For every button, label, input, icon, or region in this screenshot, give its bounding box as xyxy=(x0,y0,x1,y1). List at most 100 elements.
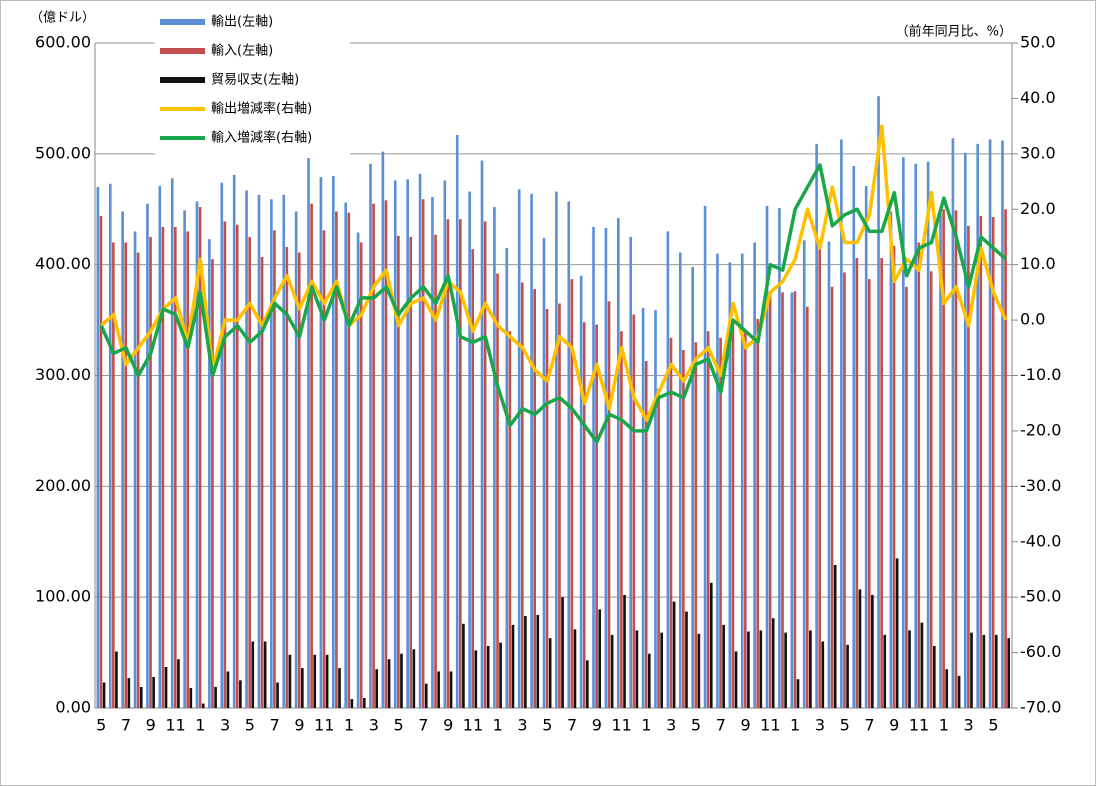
bar xyxy=(226,671,230,708)
bar xyxy=(914,163,918,708)
legend-label: 貿易収支(左軸) xyxy=(211,73,299,88)
bar xyxy=(214,686,217,708)
x-tick-label: 3 xyxy=(964,716,974,735)
bar xyxy=(685,611,688,708)
x-tick-label: 9 xyxy=(740,716,750,735)
bar xyxy=(558,303,561,708)
bar xyxy=(517,189,521,709)
y2-tick-label: 20.0 xyxy=(1020,199,1056,218)
bar xyxy=(183,210,186,708)
bar xyxy=(979,215,983,708)
bar xyxy=(756,318,760,708)
bar xyxy=(418,173,422,709)
bar xyxy=(493,207,496,709)
y2-axis-label: （前年同月比、%） xyxy=(896,24,1012,40)
bar xyxy=(846,644,849,708)
bar xyxy=(170,178,174,708)
bar xyxy=(871,594,874,708)
bar xyxy=(895,558,899,708)
bar xyxy=(112,242,115,708)
bar xyxy=(251,641,255,708)
bar xyxy=(647,653,651,708)
x-tick-label: 1 xyxy=(641,716,651,735)
bar xyxy=(694,342,698,708)
bar xyxy=(595,324,598,708)
bar xyxy=(744,331,747,708)
bar xyxy=(211,259,214,708)
bar xyxy=(393,180,397,708)
bar xyxy=(285,246,289,708)
bar xyxy=(301,668,304,708)
legend-label: 輸出増減率(右軸) xyxy=(211,101,312,117)
bar xyxy=(570,279,574,708)
bar xyxy=(409,236,413,709)
bar xyxy=(781,292,784,708)
x-tick-label: 9 xyxy=(443,716,453,735)
bar xyxy=(455,134,459,708)
bar xyxy=(443,180,447,708)
x-tick-label: 3 xyxy=(369,716,379,735)
bar xyxy=(149,236,152,709)
x-tick-label: 5 xyxy=(988,716,998,735)
x-tick-label: 5 xyxy=(840,716,850,735)
bar xyxy=(703,205,707,709)
legend-label: 輸入(左軸) xyxy=(211,44,273,59)
x-tick-label: 1 xyxy=(939,716,949,735)
bar xyxy=(778,208,781,708)
bar xyxy=(164,666,168,708)
bar xyxy=(988,139,992,709)
bar xyxy=(335,211,338,708)
x-tick-label: 1 xyxy=(493,716,503,735)
bar xyxy=(307,157,310,709)
bar xyxy=(644,361,648,708)
bar xyxy=(186,231,190,708)
y2-tick-label: -20.0 xyxy=(1020,420,1061,439)
bar xyxy=(765,205,769,709)
bar xyxy=(400,653,403,708)
bar xyxy=(294,211,298,708)
x-tick-label: 3 xyxy=(220,716,230,735)
bar xyxy=(189,688,193,708)
bar xyxy=(805,306,809,708)
bar xyxy=(623,594,626,708)
line xyxy=(100,124,1008,422)
bar xyxy=(617,218,620,708)
bar xyxy=(864,185,868,709)
bar xyxy=(344,202,348,708)
bar xyxy=(883,634,887,708)
bar xyxy=(434,234,437,708)
y2-tick-label: -40.0 xyxy=(1020,531,1061,550)
bar xyxy=(709,582,713,708)
bar xyxy=(607,301,611,708)
y2-tick-label: 40.0 xyxy=(1020,88,1056,107)
bar xyxy=(982,634,986,708)
bar xyxy=(697,633,701,708)
bar xyxy=(929,271,933,708)
x-tick-label: 3 xyxy=(815,716,825,735)
bar xyxy=(505,248,509,708)
x-tick-label: 11 xyxy=(165,716,185,735)
y2-tick-label: 50.0 xyxy=(1020,33,1056,52)
bar xyxy=(158,185,162,709)
bar xyxy=(833,565,837,708)
bar xyxy=(672,601,676,708)
bar xyxy=(263,641,267,708)
bar xyxy=(177,659,180,708)
bar xyxy=(124,242,128,708)
x-tick-label: 11 xyxy=(314,716,334,735)
bar xyxy=(691,266,694,708)
bar xyxy=(994,634,998,708)
bar xyxy=(641,307,645,708)
bar xyxy=(678,252,682,708)
bar xyxy=(734,651,738,708)
bar xyxy=(920,622,924,708)
x-tick-label: 11 xyxy=(909,716,929,735)
bar xyxy=(313,654,317,708)
x-tick-label: 1 xyxy=(790,716,800,735)
line xyxy=(99,163,1007,444)
bar xyxy=(511,624,515,708)
bar xyxy=(198,207,202,709)
bar xyxy=(127,678,131,708)
x-tick-label: 1 xyxy=(344,716,354,735)
bar xyxy=(629,236,633,709)
